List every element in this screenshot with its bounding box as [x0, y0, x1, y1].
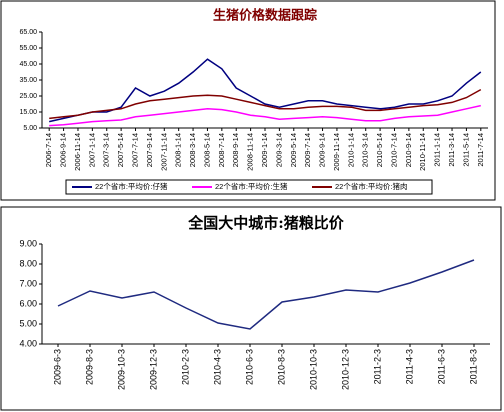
x-tick-label: 2011-7-14 [476, 133, 485, 167]
x-tick-label: 2008-1-14 [174, 133, 183, 167]
x-tick-label: 2008-9-14 [231, 133, 240, 167]
x-tick-label: 2007-5-14 [116, 133, 125, 167]
x-tick-label: 2006-9-14 [59, 133, 68, 167]
chart-title: 全国大中城市:猪粮比价 [187, 214, 345, 232]
x-tick-label: 2007-9-14 [145, 133, 154, 167]
x-tick-label: 2010-1-14 [346, 133, 355, 167]
x-tick-label: 2011-1-14 [433, 133, 442, 167]
x-tick-label: 2010-10-3 [308, 349, 318, 390]
x-tick-label: 2009-10-3 [116, 349, 126, 390]
y-tick-label: 5.00 [23, 125, 37, 132]
y-tick-label: 25.00 [19, 93, 37, 100]
legend-label: 22个省市:平均价:猪肉 [335, 181, 408, 191]
x-tick-label: 2010-9-14 [404, 133, 413, 167]
x-tick-label: 2010-12-3 [340, 349, 350, 390]
x-tick-label: 2006-11-14 [73, 133, 82, 171]
x-tick-label: 2011-3-14 [447, 133, 456, 167]
x-tick-label: 2009-5-14 [289, 133, 298, 167]
panel-2 [0, 206, 502, 411]
x-tick-label: 2009-7-14 [303, 133, 312, 167]
x-tick-label: 2007-1-14 [87, 133, 96, 167]
data-line [57, 259, 475, 330]
legend-label: 22个省市:平均价:仔猪 [95, 181, 168, 191]
x-tick-label: 2009-3-14 [274, 133, 283, 167]
x-tick-label: 2011-5-14 [461, 133, 470, 167]
x-tick-label: 2008-5-14 [202, 133, 211, 167]
data-line [49, 104, 481, 127]
panel-1 [0, 0, 496, 201]
x-tick-label: 2008-3-14 [188, 133, 197, 167]
y-tick-label: 6.00 [19, 298, 37, 308]
x-tick-label: 2008-7-14 [217, 133, 226, 167]
x-tick-label: 2009-9-14 [318, 133, 327, 167]
x-tick-label: 2010-6-3 [244, 349, 254, 385]
x-tick-label: 2010-7-14 [389, 133, 398, 167]
x-tick-label: 2009-12-3 [148, 349, 158, 390]
x-tick-label: 2010-11-14 [418, 133, 427, 171]
y-tick-label: 8.00 [19, 258, 37, 268]
y-tick-label: 65.00 [19, 29, 37, 36]
legend-box [65, 179, 433, 195]
x-tick-label: 2009-1-14 [260, 133, 269, 167]
y-tick-label: 4.00 [19, 338, 37, 348]
x-tick-label: 2007-11-14 [159, 133, 168, 171]
x-tick-label: 2009-8-3 [84, 349, 94, 385]
x-tick-label: 2010-8-3 [276, 349, 286, 385]
x-tick-label: 2006-7-14 [44, 133, 53, 167]
x-tick-label: 2011-6-3 [436, 349, 446, 384]
x-tick-label: 2010-5-14 [375, 133, 384, 167]
x-tick-label: 2009-11-14 [332, 133, 341, 171]
y-tick-label: 7.00 [19, 278, 37, 288]
x-tick-label: 2010-3-14 [361, 133, 370, 167]
y-tick-label: 15.00 [19, 109, 37, 116]
x-tick-label: 2008-11-14 [246, 133, 255, 171]
x-tick-label: 2011-4-3 [404, 349, 414, 384]
x-tick-label: 2007-3-14 [102, 133, 111, 167]
y-tick-label: 5.00 [19, 318, 37, 328]
chart-title: 生猪价格数据跟踪 [213, 8, 317, 24]
x-tick-label: 2011-2-3 [372, 349, 382, 384]
data-line [49, 88, 482, 120]
y-tick-label: 35.00 [19, 77, 37, 84]
legend-label: 22个省市:平均价:生猪 [215, 181, 288, 191]
y-tick-label: 9.00 [19, 238, 37, 248]
x-tick-label: 2007-7-14 [131, 133, 140, 167]
data-line [49, 58, 482, 123]
x-tick-label: 2010-4-3 [212, 349, 222, 385]
y-tick-label: 55.00 [19, 45, 37, 52]
x-tick-label: 2011-8-3 [468, 349, 478, 384]
y-tick-label: 45.00 [19, 61, 37, 68]
x-tick-label: 2010-2-3 [180, 349, 190, 385]
x-tick-label: 2009-6-3 [52, 349, 62, 385]
